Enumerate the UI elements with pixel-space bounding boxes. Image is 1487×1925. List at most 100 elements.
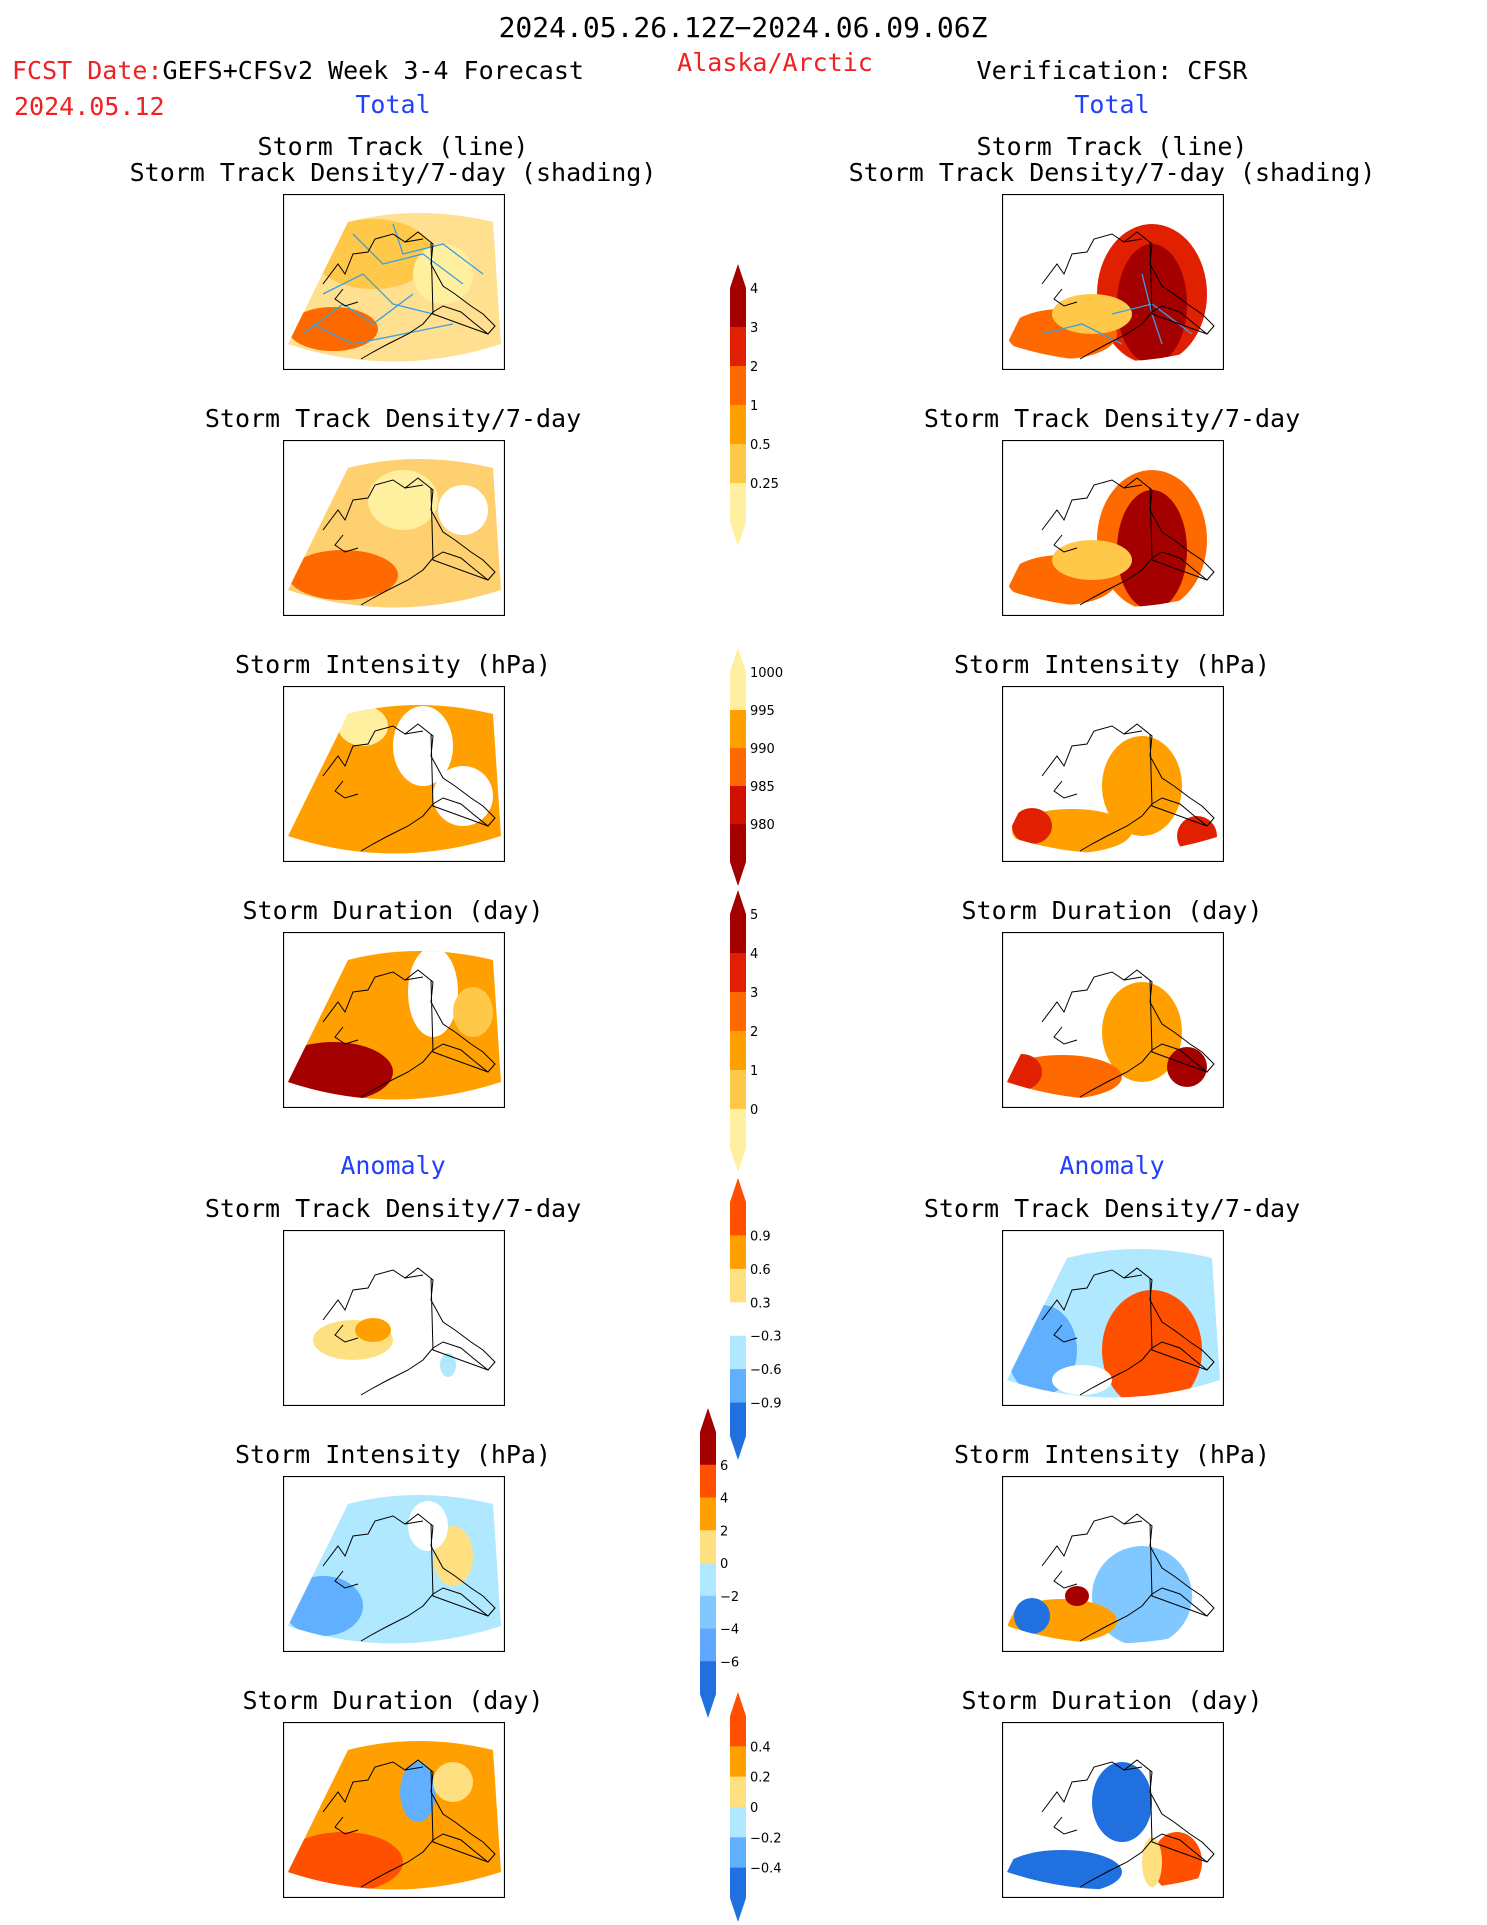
colorbar-intensity: 1000 995 990 985 980 [730, 648, 783, 886]
colorbar-tick-label: 0 [750, 1801, 758, 1816]
colorbar-segment [700, 1595, 716, 1629]
field-contour [453, 987, 493, 1037]
map-left-anom-duration [283, 1722, 505, 1898]
colorbar-segment [730, 288, 746, 328]
colorbar-segment [730, 1070, 746, 1110]
colorbar-tick-label: 2 [750, 360, 758, 375]
coastline [322, 1759, 496, 1888]
colorbar-segment [730, 1402, 746, 1437]
field-shading [338, 706, 493, 826]
map-frame [283, 1230, 505, 1406]
colorbar-tick-label: 5 [750, 908, 758, 923]
colorbar-bottom-arrow [700, 1694, 716, 1718]
border-line [430, 487, 489, 581]
left-anom-intensity-title: Storm Intensity (hPa) [234, 1440, 552, 1469]
coastline [322, 231, 496, 360]
colorbar-bottom-arrow [730, 862, 746, 886]
coastline [1041, 231, 1215, 360]
coastline [322, 1513, 496, 1642]
map-right-track [1002, 194, 1224, 370]
map-left-track [283, 194, 505, 370]
field-contour [408, 951, 458, 1037]
map-left-intensity [283, 686, 505, 862]
right-track-title-2: Storm Track Density/7-day (shading) [848, 158, 1376, 187]
region-label: Alaska/Arctic [677, 48, 873, 77]
colorbar-tick-label: 1000 [750, 666, 783, 681]
right-density-title: Storm Track Density/7-day [923, 404, 1301, 433]
colorbar-segment [730, 1746, 746, 1778]
left-duration-title: Storm Duration (day) [242, 896, 544, 925]
colorbar-top-arrow [730, 648, 746, 672]
colorbar-tick-label: 985 [750, 780, 775, 795]
left-anomaly-heading: Anomaly [340, 1151, 446, 1180]
border-line [1149, 1277, 1208, 1371]
coastline [1041, 477, 1215, 606]
colorbar-tick-label: 1 [750, 399, 758, 414]
border-line [430, 241, 489, 335]
field-contour [438, 485, 488, 535]
map-left-duration [283, 932, 505, 1108]
right-intensity-title: Storm Intensity (hPa) [953, 650, 1271, 679]
field-contour [368, 470, 438, 530]
left-density-title: Storm Track Density/7-day [204, 404, 582, 433]
right-track-title-1: Storm Track (line) [976, 132, 1248, 161]
storm-track [1041, 323, 1123, 345]
colorbar-density: 4 3 2 1 0.5 0.25 [730, 264, 779, 546]
colorbar-tick-label: 990 [750, 742, 775, 757]
right-anomaly-heading: Anomaly [1059, 1151, 1165, 1180]
colorbar-segment [730, 1302, 746, 1337]
forecast-period: 2024.05.26.12Z−2024.06.09.06Z [498, 11, 988, 44]
colorbar-anom-duration: 0.4 0.2 0 −0.2 −0.4 [730, 1692, 782, 1922]
border-line [430, 1769, 489, 1863]
field-shading [288, 1762, 473, 1890]
field-contour [288, 1832, 403, 1890]
field-contour [433, 1762, 473, 1802]
field-contour [408, 1501, 448, 1551]
colorbar-tick-label: −0.6 [750, 1363, 782, 1378]
field-shading [288, 951, 493, 1100]
colorbar-tick-label: −0.2 [750, 1831, 782, 1846]
colorbar-segment [730, 1716, 746, 1747]
colorbar-segment [730, 483, 746, 523]
colorbar-bottom-arrow [730, 1436, 746, 1460]
map-frame [283, 1722, 505, 1898]
map-right-anom-duration [1002, 1722, 1224, 1898]
colorbar-tick-label: 0.5 [750, 438, 771, 453]
coastline [1041, 1267, 1215, 1396]
field-contour [1014, 1598, 1050, 1634]
map-right-duration [1002, 932, 1224, 1108]
map-left-density [283, 440, 505, 616]
field-contour [288, 307, 378, 351]
border-line [1149, 487, 1208, 581]
map-frame [1002, 1230, 1224, 1406]
colorbar-tick-label: 0.3 [750, 1296, 771, 1311]
storm-track [302, 293, 414, 335]
coastline [322, 969, 496, 1098]
colorbar-segment [730, 1837, 746, 1869]
colorbar-segment [730, 1031, 746, 1071]
map-left-anom-intensity [283, 1476, 505, 1652]
colorbar-tick-label: 995 [750, 704, 775, 719]
colorbar-tick-label: 4 [750, 947, 758, 962]
left-anom-duration-title: Storm Duration (day) [242, 1686, 544, 1715]
field-contour [1012, 808, 1052, 844]
field-contour [1142, 1837, 1162, 1887]
field-shading [1007, 224, 1207, 362]
colorbar-segment [730, 327, 746, 367]
colorbar-top-arrow [730, 890, 746, 914]
colorbar-segment [730, 1369, 746, 1404]
left-anom-density-title: Storm Track Density/7-day [204, 1194, 582, 1223]
colorbar-tick-label: −6 [720, 1655, 739, 1670]
colorbar-segment [730, 953, 746, 993]
colorbar-tick-label: 0 [750, 1103, 758, 1118]
border-line [430, 1277, 489, 1371]
map-frame [1002, 1722, 1224, 1898]
colorbar-segment [730, 1235, 746, 1270]
colorbar-bottom-arrow [730, 1148, 746, 1172]
colorbar-tick-label: 4 [750, 282, 758, 297]
colorbar-tick-label: 0.2 [750, 1771, 771, 1786]
colorbar-tick-label: 4 [720, 1492, 728, 1507]
colorbar-segment [730, 824, 746, 863]
coastline [1041, 1759, 1215, 1888]
field-contour [288, 550, 398, 600]
